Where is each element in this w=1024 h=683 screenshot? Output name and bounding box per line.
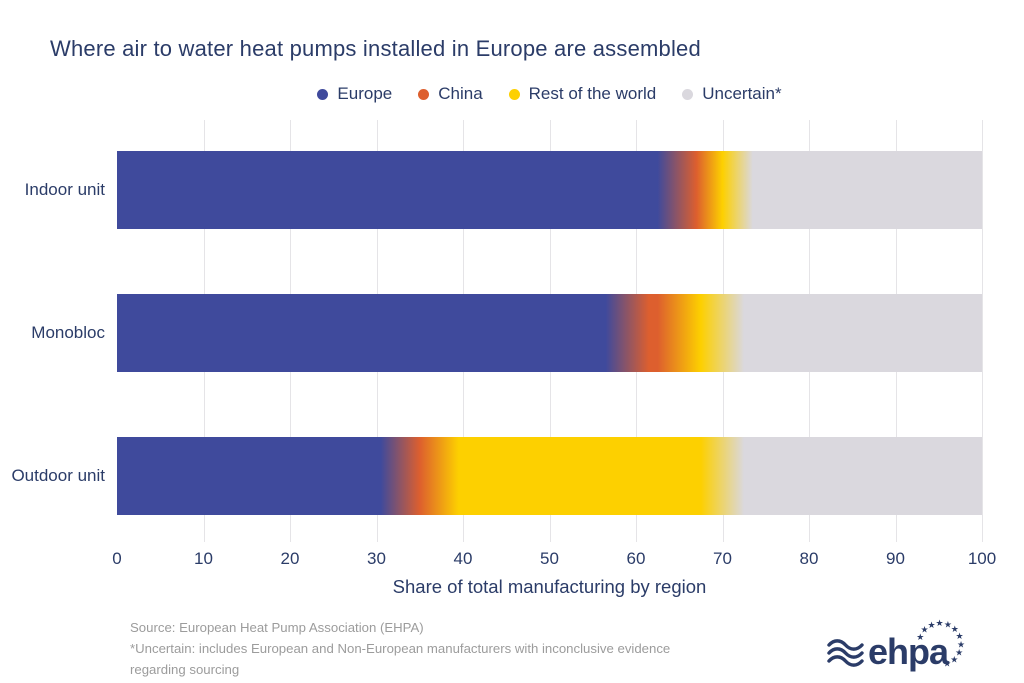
star-icon: ★ <box>944 621 952 631</box>
x-tick-label: 0 <box>112 549 122 568</box>
category-label: Outdoor unit <box>11 466 105 485</box>
gridline <box>982 120 983 542</box>
star-icon: ★ <box>957 640 965 650</box>
category-labels: Indoor unit Monobloc Outdoor unit <box>0 120 105 542</box>
legend: Europe China Rest of the world Uncertain* <box>117 83 982 105</box>
category-label: Monobloc <box>31 323 105 342</box>
x-tick-label: 70 <box>713 549 732 568</box>
legend-item: Rest of the world <box>508 84 657 104</box>
x-tick-label: 100 <box>967 549 997 568</box>
category-label: Indoor unit <box>24 180 105 199</box>
legend-dot-icon <box>508 88 520 100</box>
star-icon: ★ <box>936 619 944 629</box>
source-line: Source: European Heat Pump Association (… <box>130 620 424 635</box>
chart-plot-area <box>117 120 983 542</box>
x-tick-label: 60 <box>626 549 646 568</box>
star-icon: ★ <box>950 655 958 665</box>
legend-item: Uncertain* <box>682 84 782 104</box>
legend-item-label: Uncertain* <box>702 84 782 103</box>
legend-dot-icon <box>682 88 694 100</box>
star-icon: ★ <box>916 633 924 643</box>
x-tick-label: 50 <box>540 549 559 568</box>
x-tick-label: 80 <box>799 549 819 568</box>
ehpa-logo: ehpa ★ ★ ★ ★ ★ ★ ★ ★ ★ ★ ★ <box>824 618 994 678</box>
star-icon: ★ <box>927 621 935 631</box>
star-icon: ★ <box>955 632 963 642</box>
x-tick-label: 40 <box>453 549 473 568</box>
x-axis-title: Share of total manufacturing by region <box>392 576 707 597</box>
legend-item: Europe <box>317 84 392 104</box>
star-icon: ★ <box>943 660 951 670</box>
x-tick-label: 90 <box>886 549 905 568</box>
eu-stars-icon: ★★★ ★ ★★★★★★★ <box>916 619 965 670</box>
x-tick-label: 30 <box>367 549 386 568</box>
legend-item: China <box>418 84 483 104</box>
legend-dot-icon <box>317 88 329 100</box>
ehpa-logo-text: ehpa <box>868 631 950 672</box>
x-tick-label: 20 <box>280 549 300 568</box>
stacked-bar-monobloc <box>117 294 982 372</box>
legend-item-label: China <box>438 84 483 103</box>
legend-item-label: Europe <box>337 84 393 103</box>
x-axis-ticks: 0 10 20 30 40 50 60 70 80 90 100 <box>112 549 996 569</box>
legend-item-label: Rest of the world <box>528 84 657 103</box>
x-tick-label: 10 <box>194 549 213 568</box>
star-icon: ★ <box>955 649 963 659</box>
ehpa-waves-icon <box>827 639 864 667</box>
legend-dot-icon <box>418 88 430 100</box>
source-note: Source: European Heat Pump Association (… <box>130 617 670 680</box>
star-icon: ★ <box>921 626 929 636</box>
page-title: Where air to water heat pumps installed … <box>50 36 701 61</box>
footnote-line-1: *Uncertain: includes European and Non-Eu… <box>130 641 671 656</box>
stacked-bar-indoor-unit <box>117 151 982 229</box>
star-icon: ★ <box>951 625 959 635</box>
stacked-bar-outdoor-unit <box>117 437 982 515</box>
footnote-line-2: regarding sourcing <box>130 662 240 677</box>
